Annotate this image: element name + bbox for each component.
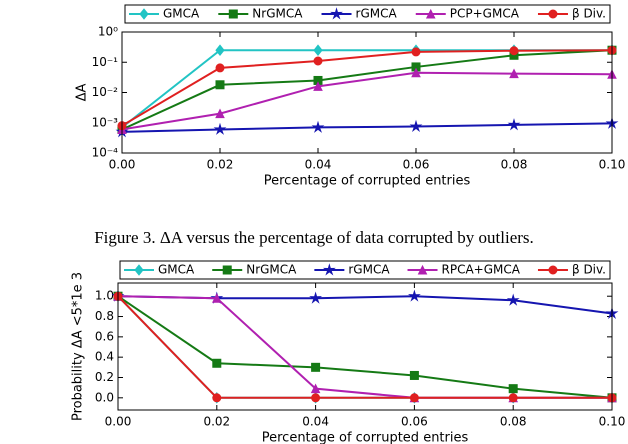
legend-marker (228, 9, 238, 19)
marker (411, 47, 421, 57)
legend-item: RPCA+GMCA (407, 263, 521, 277)
marker (507, 118, 521, 131)
marker (215, 108, 225, 119)
y-tick-label: 0.6 (95, 329, 114, 343)
marker (407, 289, 421, 302)
x-tick-label: 0.08 (501, 158, 528, 172)
marker (211, 293, 222, 303)
x-tick-label: 0.10 (599, 415, 626, 429)
marker (215, 80, 225, 90)
y-tick-label: 10⁻² (92, 85, 119, 99)
y-axis-label: ΔA (75, 84, 90, 102)
x-tick-label: 0.00 (109, 158, 136, 172)
legend-label: β Div. (572, 7, 606, 21)
marker (311, 362, 321, 372)
marker (508, 384, 518, 394)
legend-item: NrGMCA (218, 7, 303, 21)
plot-frame (117, 282, 613, 411)
legend-marker (139, 8, 149, 20)
marker (411, 67, 421, 78)
marker (311, 393, 321, 403)
legend-item: β Div. (537, 7, 606, 21)
legend-item: β Div. (537, 263, 606, 277)
y-tick-label: 0.8 (95, 309, 114, 323)
x-tick-label: 0.08 (500, 415, 527, 429)
marker (213, 122, 227, 135)
marker (215, 44, 225, 57)
legend-label: β Div. (572, 263, 606, 277)
x-tick-label: 0.06 (401, 415, 428, 429)
legend-label: GMCA (158, 263, 195, 277)
x-tick-label: 0.10 (599, 158, 626, 172)
y-tick-label: 10⁻³ (92, 115, 119, 129)
marker (212, 393, 222, 403)
marker (409, 393, 419, 403)
legend-item: rGMCA (321, 7, 398, 21)
series-line (121, 49, 613, 131)
marker (409, 119, 423, 132)
legend-label: GMCA (163, 7, 200, 21)
marker (313, 44, 323, 57)
plot-frame (121, 31, 613, 154)
marker (509, 68, 519, 79)
series-line (117, 295, 612, 399)
x-tick-label: 0.00 (105, 415, 132, 429)
y-tick-label: 10⁻⁴ (92, 146, 119, 160)
marker (311, 120, 325, 133)
legend-item: GMCA (129, 7, 200, 21)
y-axis-label: Probability ΔA <5*1e 3 (71, 272, 86, 421)
y-tick-label: 0.4 (95, 350, 114, 364)
marker (506, 293, 520, 306)
y-tick-label: 0.0 (95, 390, 114, 404)
legend-marker (330, 7, 343, 20)
legend-item: NrGMCA (212, 263, 297, 277)
marker (212, 358, 222, 368)
legend-marker (425, 8, 436, 19)
marker (509, 46, 519, 56)
x-tick-label: 0.04 (302, 415, 329, 429)
legend-frame (124, 4, 611, 24)
legend-marker (134, 264, 144, 276)
legend-label: rGMCA (348, 263, 390, 277)
series-line (121, 49, 613, 127)
legend-item: GMCA (124, 263, 195, 277)
y-tick-label: 1.0 (95, 289, 114, 303)
series-line (117, 295, 613, 315)
series-line (121, 71, 613, 131)
legend-label: RPCA+GMCA (442, 263, 521, 277)
y-tick-label: 0.2 (95, 370, 114, 384)
legend-label: PCP+GMCA (450, 7, 520, 21)
x-tick-label: 0.04 (305, 158, 332, 172)
series-line (121, 122, 613, 133)
marker (313, 56, 323, 66)
legend-marker (417, 264, 428, 275)
y-tick-label: 10⁰ (98, 25, 118, 39)
legend-label: NrGMCA (252, 7, 303, 21)
legend-label: NrGMCA (246, 263, 297, 277)
x-tick-label: 0.02 (203, 415, 230, 429)
legend-marker (548, 9, 558, 19)
marker (215, 63, 225, 73)
legend-label: rGMCA (356, 7, 398, 21)
x-tick-label: 0.02 (207, 158, 234, 172)
y-tick-label: 10⁻¹ (92, 55, 119, 69)
marker (309, 291, 323, 304)
legend-marker (222, 265, 232, 275)
marker (409, 370, 419, 380)
legend-frame (119, 260, 611, 280)
legend-marker (322, 263, 336, 276)
marker (313, 81, 323, 91)
marker (310, 383, 321, 394)
x-tick-label: 0.06 (403, 158, 430, 172)
legend-item: rGMCA (314, 263, 390, 277)
legend-marker (548, 265, 558, 275)
x-axis-label: Percentage of corrupted entries (264, 174, 471, 189)
series-line (121, 49, 612, 129)
legend-item: PCP+GMCA (415, 7, 520, 21)
x-axis-label: Percentage of corrupted entries (262, 431, 469, 444)
marker (508, 393, 518, 403)
caption: Figure 3. ΔA versus the percentage of da… (94, 228, 534, 247)
series-line (117, 295, 613, 399)
